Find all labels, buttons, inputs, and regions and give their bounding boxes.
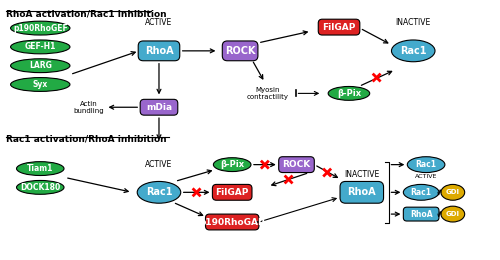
FancyBboxPatch shape — [278, 157, 314, 173]
Text: mDia: mDia — [146, 103, 172, 112]
Ellipse shape — [16, 180, 64, 194]
Ellipse shape — [441, 206, 464, 222]
Text: Rac1: Rac1 — [416, 160, 436, 169]
Text: LARG: LARG — [29, 61, 52, 70]
Text: RhoA: RhoA — [410, 210, 432, 219]
FancyBboxPatch shape — [222, 41, 258, 61]
Text: INACTIVE: INACTIVE — [344, 170, 380, 179]
Text: GEF-H1: GEF-H1 — [24, 42, 56, 51]
Text: Rac1 activation/RhoA inhibition: Rac1 activation/RhoA inhibition — [6, 135, 166, 144]
Text: Rac1: Rac1 — [400, 46, 426, 56]
FancyBboxPatch shape — [206, 214, 259, 230]
Text: GDI: GDI — [446, 211, 460, 217]
FancyBboxPatch shape — [138, 41, 180, 61]
Ellipse shape — [392, 40, 435, 62]
Text: DOCK180: DOCK180 — [20, 183, 60, 192]
Ellipse shape — [328, 87, 370, 100]
Text: RhoA activation/Rac1 inhibition: RhoA activation/Rac1 inhibition — [6, 9, 166, 18]
Text: β-Pix: β-Pix — [220, 160, 244, 169]
Ellipse shape — [16, 162, 64, 176]
Ellipse shape — [441, 184, 464, 200]
Text: p190RhoGAP: p190RhoGAP — [200, 218, 265, 226]
Text: Syx: Syx — [32, 80, 48, 89]
Ellipse shape — [408, 157, 445, 173]
Ellipse shape — [10, 40, 70, 54]
Text: p190RhoGEF: p190RhoGEF — [13, 24, 68, 32]
FancyBboxPatch shape — [318, 19, 360, 35]
FancyBboxPatch shape — [140, 99, 178, 115]
Text: RhoA: RhoA — [144, 46, 174, 56]
Ellipse shape — [404, 184, 439, 200]
Text: Rac1: Rac1 — [410, 188, 432, 197]
Ellipse shape — [10, 77, 70, 92]
Text: FilGAP: FilGAP — [216, 188, 249, 197]
Text: β-Pix: β-Pix — [337, 89, 361, 98]
Text: Rac1: Rac1 — [146, 187, 172, 197]
Ellipse shape — [10, 21, 70, 35]
Ellipse shape — [137, 181, 180, 203]
Ellipse shape — [10, 59, 70, 73]
Text: ACTIVE: ACTIVE — [146, 18, 172, 27]
Text: ROCK: ROCK — [282, 160, 310, 169]
Ellipse shape — [214, 158, 251, 172]
FancyBboxPatch shape — [404, 207, 439, 221]
Text: INACTIVE: INACTIVE — [396, 18, 431, 27]
FancyBboxPatch shape — [340, 181, 384, 203]
Text: Tiam1: Tiam1 — [27, 164, 54, 173]
Text: ROCK: ROCK — [225, 46, 256, 56]
Text: ACTIVE: ACTIVE — [146, 160, 172, 169]
FancyBboxPatch shape — [212, 184, 252, 200]
Text: Myosin
contractility: Myosin contractility — [247, 87, 289, 100]
Text: RhoA: RhoA — [348, 187, 376, 197]
Text: FilGAP: FilGAP — [322, 23, 356, 32]
Text: Actin
bundling: Actin bundling — [74, 101, 104, 114]
Text: GDI: GDI — [446, 189, 460, 195]
Text: ACTIVE: ACTIVE — [415, 174, 438, 179]
